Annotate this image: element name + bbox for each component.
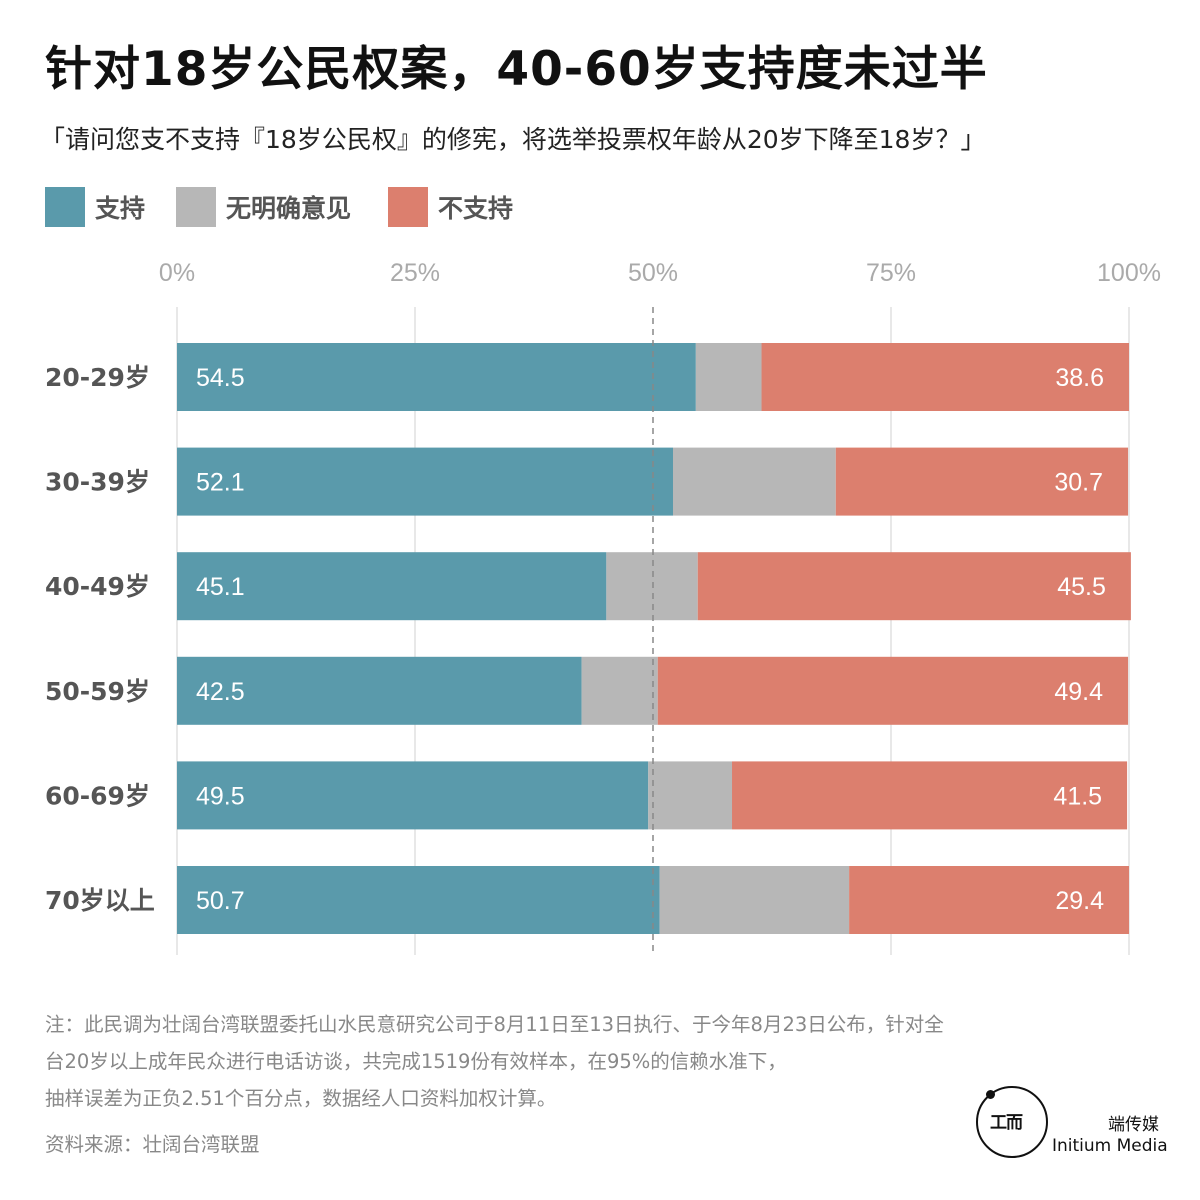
bar-segment <box>659 866 850 934</box>
bar-segment <box>849 866 1129 934</box>
category-label: 70岁以上 <box>45 886 155 915</box>
bar-segment <box>672 447 836 516</box>
legend-label-support: 支持 <box>95 194 146 223</box>
category-label: 30-39岁 <box>45 468 150 497</box>
category-label: 20-29岁 <box>45 363 150 392</box>
note-line: 抽样误差为正负2.51个百分点，数据经人口资料加权计算。 <box>45 1087 557 1110</box>
logo-dot-icon <box>986 1090 995 1099</box>
data-label-support: 49.5 <box>196 782 245 810</box>
x-tick-label: 25% <box>390 259 440 287</box>
bar-segment <box>177 656 582 725</box>
data-label-oppose: 41.5 <box>1053 782 1102 810</box>
x-tick-label: 50% <box>628 259 678 287</box>
bar-segment <box>761 343 1129 411</box>
logo-name-en: Initium Media <box>1052 1136 1168 1156</box>
page-title: 针对18岁公民权案，40-60岁支持度未过半 <box>45 42 988 97</box>
bar-segment <box>732 761 1128 830</box>
legend-label-no-opinion: 无明确意见 <box>226 194 352 223</box>
category-label: 40-49岁 <box>45 572 150 601</box>
bar-segment <box>581 656 658 725</box>
bar-segment <box>606 552 698 621</box>
legend-item-oppose: 不支持 <box>388 187 513 227</box>
bar-segment <box>695 343 762 411</box>
bar-segment <box>648 761 733 830</box>
bar-segment <box>177 761 649 830</box>
legend-item-no-opinion: 无明确意见 <box>176 187 351 227</box>
note-line: 台20岁以上成年民众进行电话访谈，共完成1519份有效样本，在95%的信赖水准下… <box>45 1050 787 1073</box>
data-label-support: 45.1 <box>196 573 245 601</box>
note-line: 注：此民调为壮阔台湾联盟委托山水民意研究公司于8月11日至13日执行、于今年8月… <box>45 1013 944 1036</box>
data-label-oppose: 45.5 <box>1057 573 1106 601</box>
data-source: 资料来源：壮阔台湾联盟 <box>45 1133 260 1156</box>
survey-question: 「请问您支不支持『18岁公民权』的修宪，将选举投票权年龄从20岁下降至18岁？」 <box>40 125 986 154</box>
x-tick-label: 75% <box>866 259 916 287</box>
data-label-support: 42.5 <box>196 678 245 706</box>
category-label: 60-69岁 <box>45 781 150 810</box>
data-label-support: 52.1 <box>196 469 245 497</box>
legend-label-oppose: 不支持 <box>438 194 514 223</box>
legend-swatch-no-opinion <box>176 187 216 227</box>
x-tick-label: 100% <box>1097 259 1161 287</box>
legend-item-support: 支持 <box>45 187 145 227</box>
data-label-support: 54.5 <box>196 364 245 392</box>
legend-swatch-oppose <box>388 187 428 227</box>
legend-swatch-support <box>45 187 85 227</box>
logo-name-cn: 端传媒 <box>1108 1115 1159 1135</box>
logo-mark: 工而 <box>990 1113 1023 1133</box>
data-label-oppose: 30.7 <box>1054 469 1103 497</box>
bar-segment <box>177 866 660 934</box>
data-label-support: 50.7 <box>196 887 245 915</box>
bar-segment <box>835 447 1129 516</box>
bar-segment <box>177 343 696 411</box>
category-label: 50-59岁 <box>45 677 150 706</box>
initium-media-logo: 工而 端传媒 Initium Media <box>976 1086 1176 1166</box>
logo-circle-icon: 工而 <box>976 1086 1048 1158</box>
stacked-bar-chart: 0% 25% 50% 75% 100% 20-29岁 54.5 38.6 30-39岁 52.1 3… <box>45 259 1161 955</box>
data-label-oppose: 29.4 <box>1055 887 1104 915</box>
x-tick-label: 0% <box>159 259 195 287</box>
bar-segment <box>177 447 673 516</box>
bar-segment <box>177 552 607 621</box>
bar-segment <box>697 552 1131 621</box>
methodology-note: 注：此民调为壮阔台湾联盟委托山水民意研究公司于8月11日至13日执行、于今年8月… <box>45 1006 1175 1117</box>
data-label-oppose: 49.4 <box>1054 678 1103 706</box>
data-label-oppose: 38.6 <box>1055 364 1104 392</box>
bar-segment <box>657 656 1129 725</box>
